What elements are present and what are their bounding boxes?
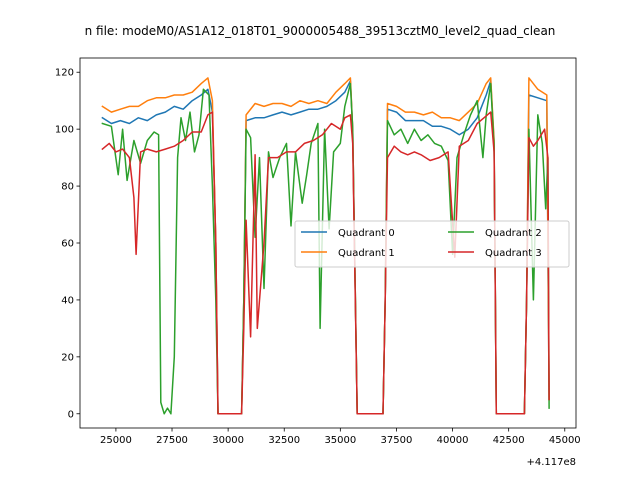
y-tick-label: 80 [61, 182, 74, 193]
x-tick-label: 25000 [100, 435, 132, 446]
y-axis: 0 20 40 60 80 100 120 [55, 68, 80, 420]
legend: Quadrant 0 Quadrant 1 Quadrant 2 Quadrant 3 [294, 220, 570, 268]
series-line-quadrant-3 [101, 111, 550, 415]
legend-label-quadrant-3: Quadrant 3 [485, 248, 542, 259]
x-tick-label: 37500 [381, 435, 413, 446]
y-tick-label: 20 [61, 352, 74, 363]
x-tick-label: 30000 [212, 435, 244, 446]
plot-area [79, 57, 577, 429]
x-axis-offset-label: +4.117e8 [526, 457, 576, 468]
series-line-quadrant-1 [101, 77, 550, 415]
legend-box [294, 220, 570, 268]
series-line-quadrant-0 [101, 80, 550, 415]
x-tick-label: 32500 [268, 435, 300, 446]
x-tick-label: 40000 [437, 435, 469, 446]
x-tick-label: 35000 [324, 435, 356, 446]
legend-label-quadrant-2: Quadrant 2 [485, 228, 542, 239]
y-tick-label: 60 [61, 239, 74, 250]
y-tick-label: 120 [55, 68, 74, 79]
y-tick-label: 0 [68, 409, 74, 420]
x-axis: 25000 27500 30000 32500 35000 37500 40000 42500… [100, 428, 581, 446]
series-line-quadrant-2 [101, 82, 550, 415]
x-tick-label: 27500 [156, 435, 188, 446]
legend-label-quadrant-1: Quadrant 1 [338, 248, 395, 259]
chart-title: n file: modeM0/AS1A12_018T01_9000005488_… [85, 24, 556, 38]
series-layer [101, 77, 550, 415]
x-tick-label: 42500 [493, 435, 525, 446]
y-tick-label: 40 [61, 295, 74, 306]
y-tick-label: 100 [55, 125, 74, 136]
x-tick-label: 45000 [549, 435, 581, 446]
legend-label-quadrant-0: Quadrant 0 [338, 228, 395, 239]
